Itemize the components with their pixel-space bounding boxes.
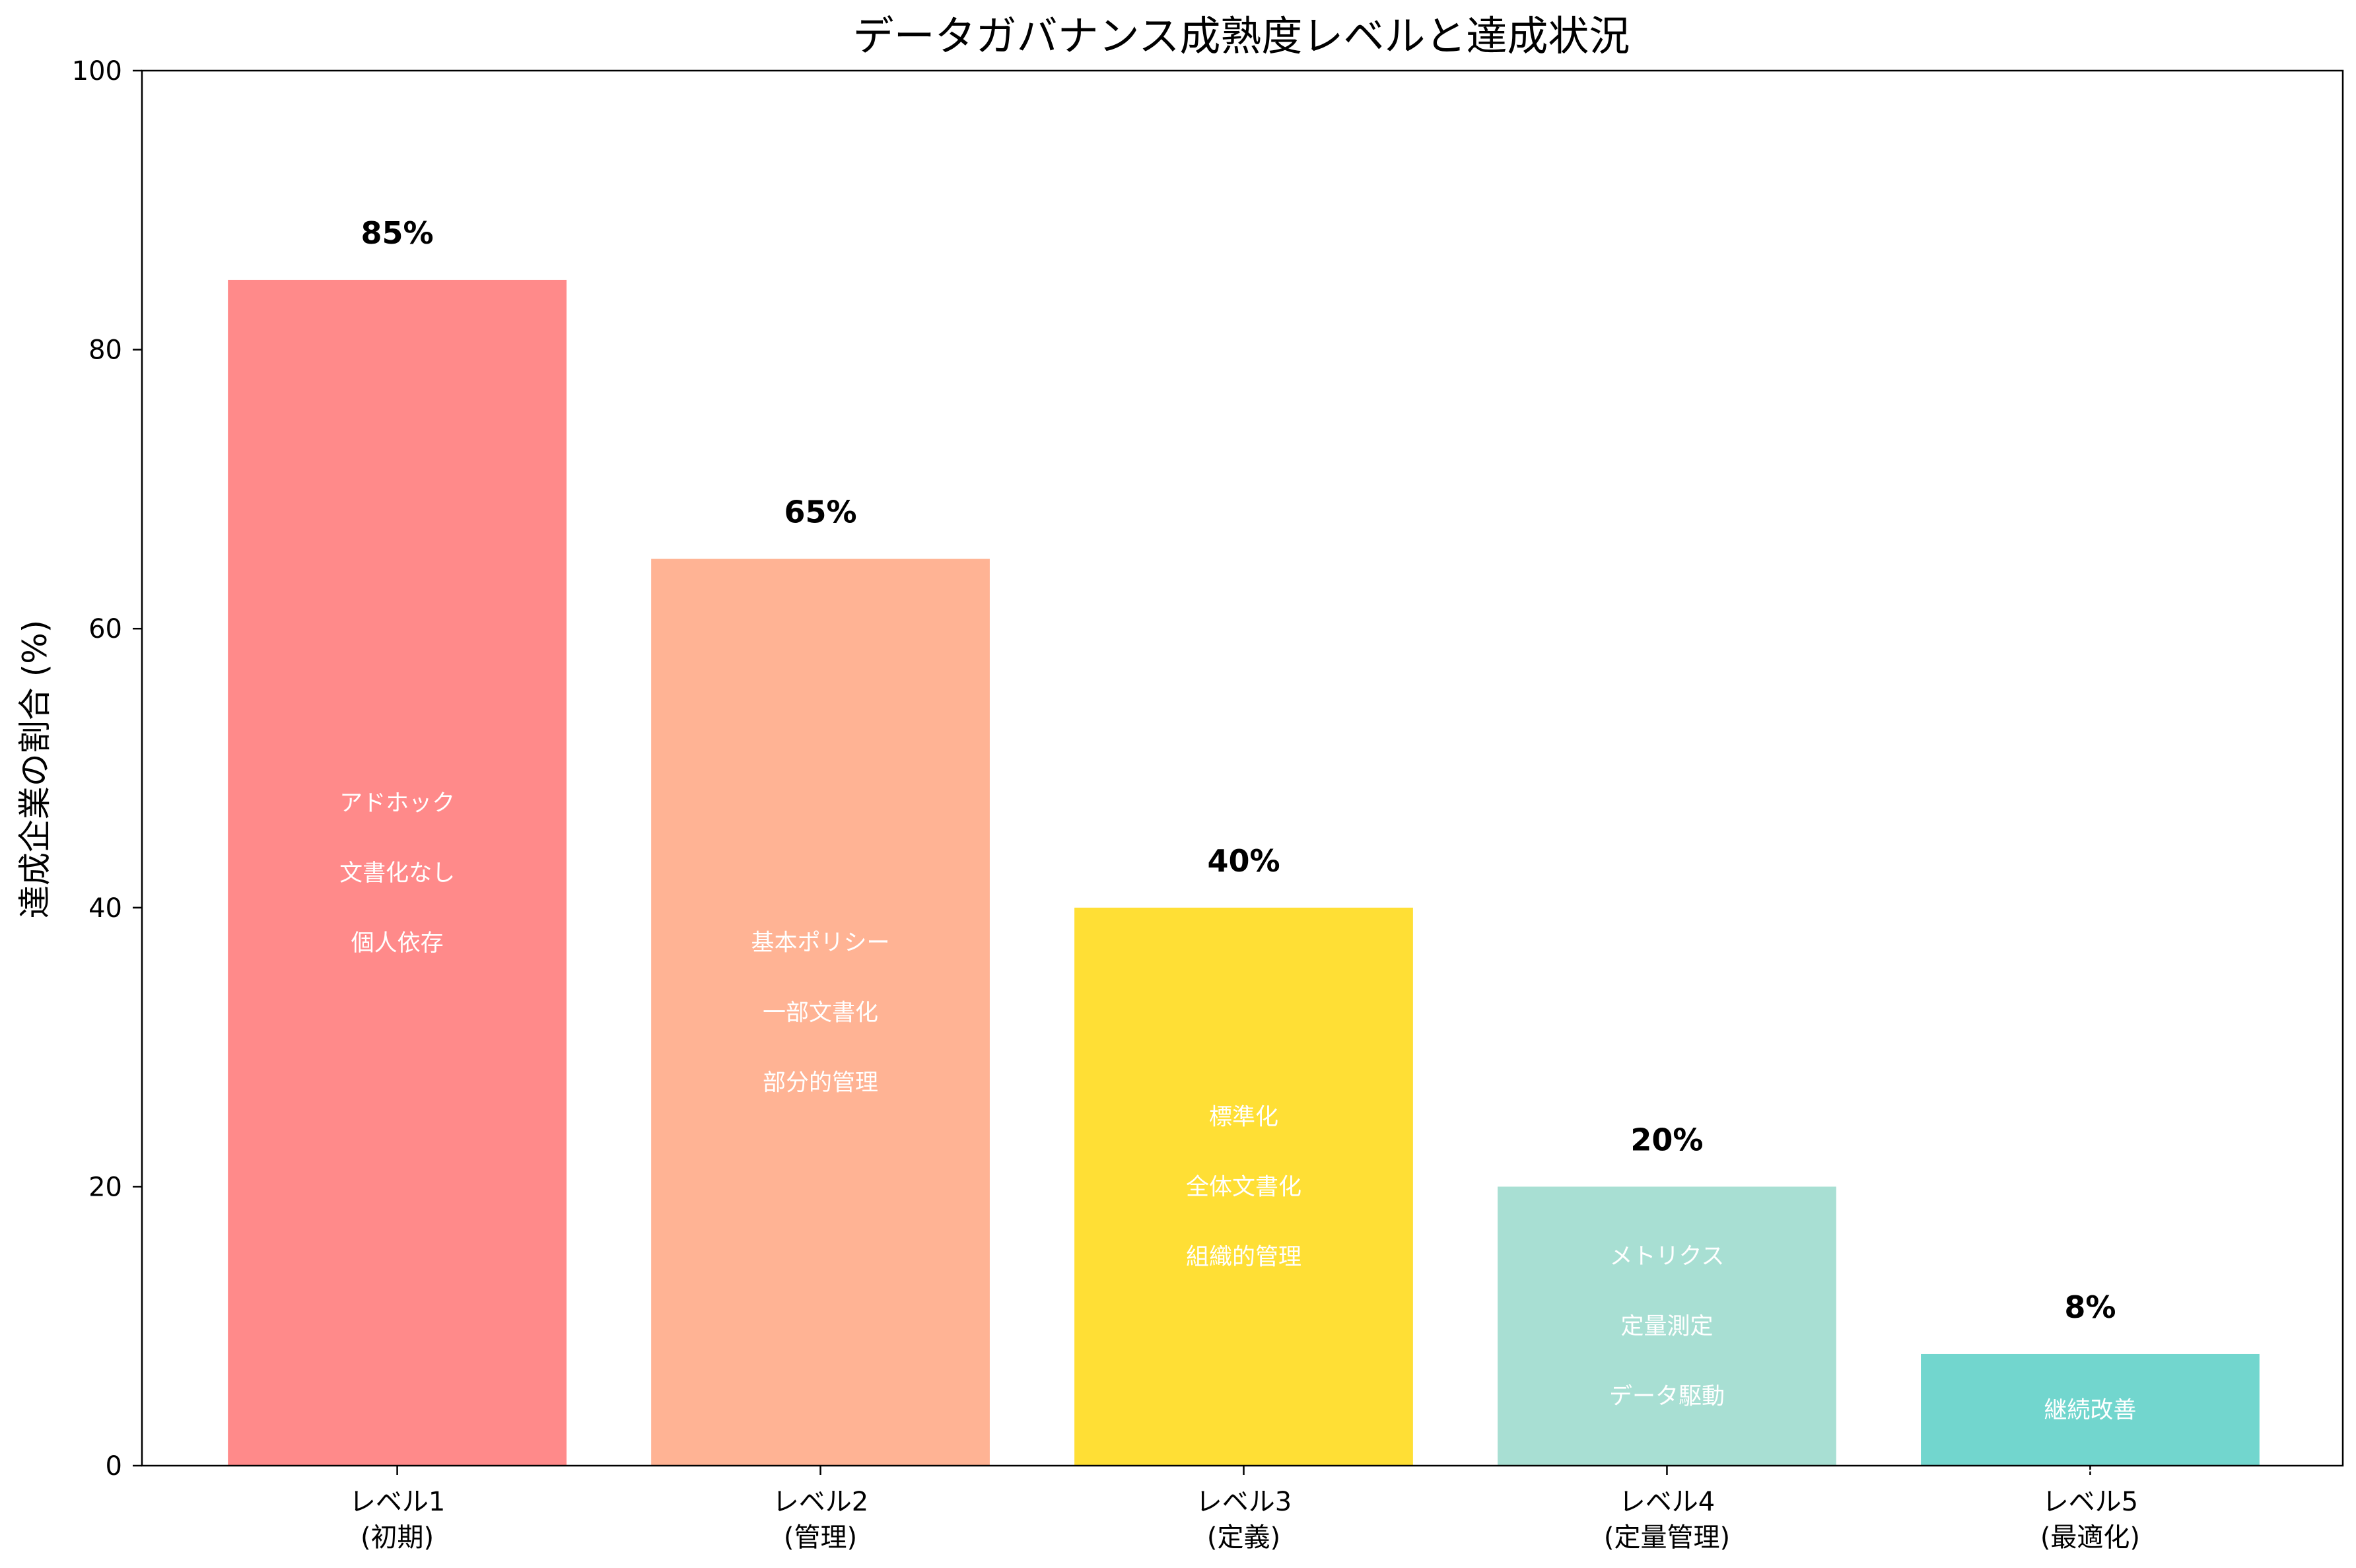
chart-title: データガバナンス成熟度レベルと達成状況 (853, 12, 1630, 60)
bar-description-level-5-line-3: AI活用 (2056, 1467, 2124, 1493)
bar-level-2 (651, 559, 990, 1466)
bar-description-level-3-line-1: 標準化 (1209, 1104, 1278, 1130)
y-tick-label-80: 80 (88, 335, 122, 366)
x-tick-label-level-5: レベル5 (最適化) (2040, 1487, 2140, 1553)
bar-level-1 (228, 279, 567, 1466)
bar-description-level-2-line-1: 基本ポリシー (751, 930, 890, 956)
bar-level-5 (1921, 1353, 2260, 1466)
bar-description-level-1-line-2: 文書化なし (339, 860, 455, 887)
plot-frame (141, 69, 2344, 1467)
x-tick-label-level-2: レベル2 (管理) (773, 1487, 868, 1553)
bar-description-level-2-line-3: 部分的管理 (763, 1070, 878, 1096)
value-label-level-2: 65% (784, 494, 856, 530)
value-label-level-1: 85% (361, 215, 434, 251)
bar-level-3 (1074, 907, 1413, 1466)
bar-description-level-1-line-3: 個人依存 (351, 930, 444, 957)
x-tick-label-level-4: レベル4 (定量管理) (1604, 1487, 1730, 1553)
y-tick-label-60: 60 (88, 614, 122, 644)
axes-layer: レベル1 (初期) レベル2 (管理) レベル3 (定義) レベル4 (定量管理) レベル5 (最… (72, 56, 2344, 1553)
y-tick-label-40: 40 (88, 893, 122, 924)
value-label-level-5: 8% (2064, 1289, 2116, 1325)
bar-description-level-4-line-2: 定量測定 (1620, 1314, 1713, 1340)
bar-description-level-1-line-1: アドホック (339, 790, 455, 817)
x-tick-label-level-3: レベル3 (定義) (1196, 1487, 1292, 1553)
bar-description-level-3-line-3: 組織的管理 (1186, 1244, 1301, 1270)
bar-description-level-2-line-2: 一部文書化 (763, 1000, 878, 1026)
y-tick-label-100: 100 (72, 56, 122, 86)
bar-description-level-4-line-1: メトリクス (1609, 1244, 1724, 1270)
bar-description-level-5-line-1: 自動化 (2056, 1327, 2125, 1353)
bar-level-4 (1498, 1186, 1836, 1466)
bar-description-level-3-line-2: 全体文書化 (1186, 1174, 1301, 1200)
y-axis-label: 達成企業の割合 (%) (16, 620, 54, 918)
value-label-level-4: 20% (1630, 1122, 1703, 1157)
y-tick-label-20: 20 (88, 1172, 122, 1202)
value-label-level-3: 40% (1207, 843, 1280, 879)
x-tick-label-level-1: レベル1 (初期) (349, 1487, 445, 1553)
y-tick-label-0: 0 (106, 1451, 122, 1482)
bar-description-level-4-line-3: データ駆動 (1609, 1384, 1725, 1410)
bars-layer (228, 279, 2260, 1466)
bar-description-level-5-line-2: 継続改善 (2044, 1397, 2136, 1423)
